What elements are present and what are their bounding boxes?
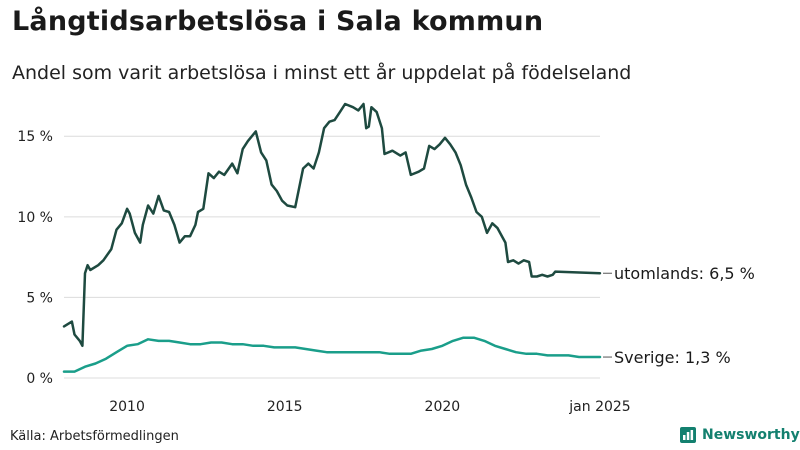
page-title: Långtidsarbetslösa i Sala kommun	[12, 6, 544, 37]
y-tick-label: 5 %	[26, 290, 53, 306]
brand-name: Newsworthy	[702, 427, 800, 443]
series-line-sverige	[62, 336, 602, 373]
bar-chart-icon	[680, 427, 696, 443]
end-labels: utomlands: 6,5 % Sverige: 1,3 %	[603, 264, 755, 367]
y-tick-label: 15 %	[17, 129, 53, 145]
brand-logo: Newsworthy	[680, 427, 800, 443]
series	[62, 102, 602, 373]
y-tick-label: 0 %	[26, 371, 53, 387]
x-tick-label: jan 2025	[568, 399, 630, 415]
end-label-sverige: Sverige: 1,3 %	[614, 348, 731, 367]
end-label-utomlands: utomlands: 6,5 %	[614, 264, 755, 283]
series-line-utomlands	[62, 102, 602, 348]
x-axis: 2010 2015 2020 jan 2025	[109, 399, 630, 415]
x-tick-label: 2020	[425, 399, 461, 415]
page-subtitle: Andel som varit arbetslösa i minst ett å…	[12, 62, 632, 84]
y-tick-label: 10 %	[17, 210, 53, 226]
x-tick-label: 2015	[267, 399, 303, 415]
x-tick-label: 2010	[109, 399, 145, 415]
gridlines	[64, 135, 600, 379]
source-note: Källa: Arbetsförmedlingen	[10, 429, 179, 444]
y-axis: 0 % 5 % 10 % 15 %	[17, 129, 53, 387]
